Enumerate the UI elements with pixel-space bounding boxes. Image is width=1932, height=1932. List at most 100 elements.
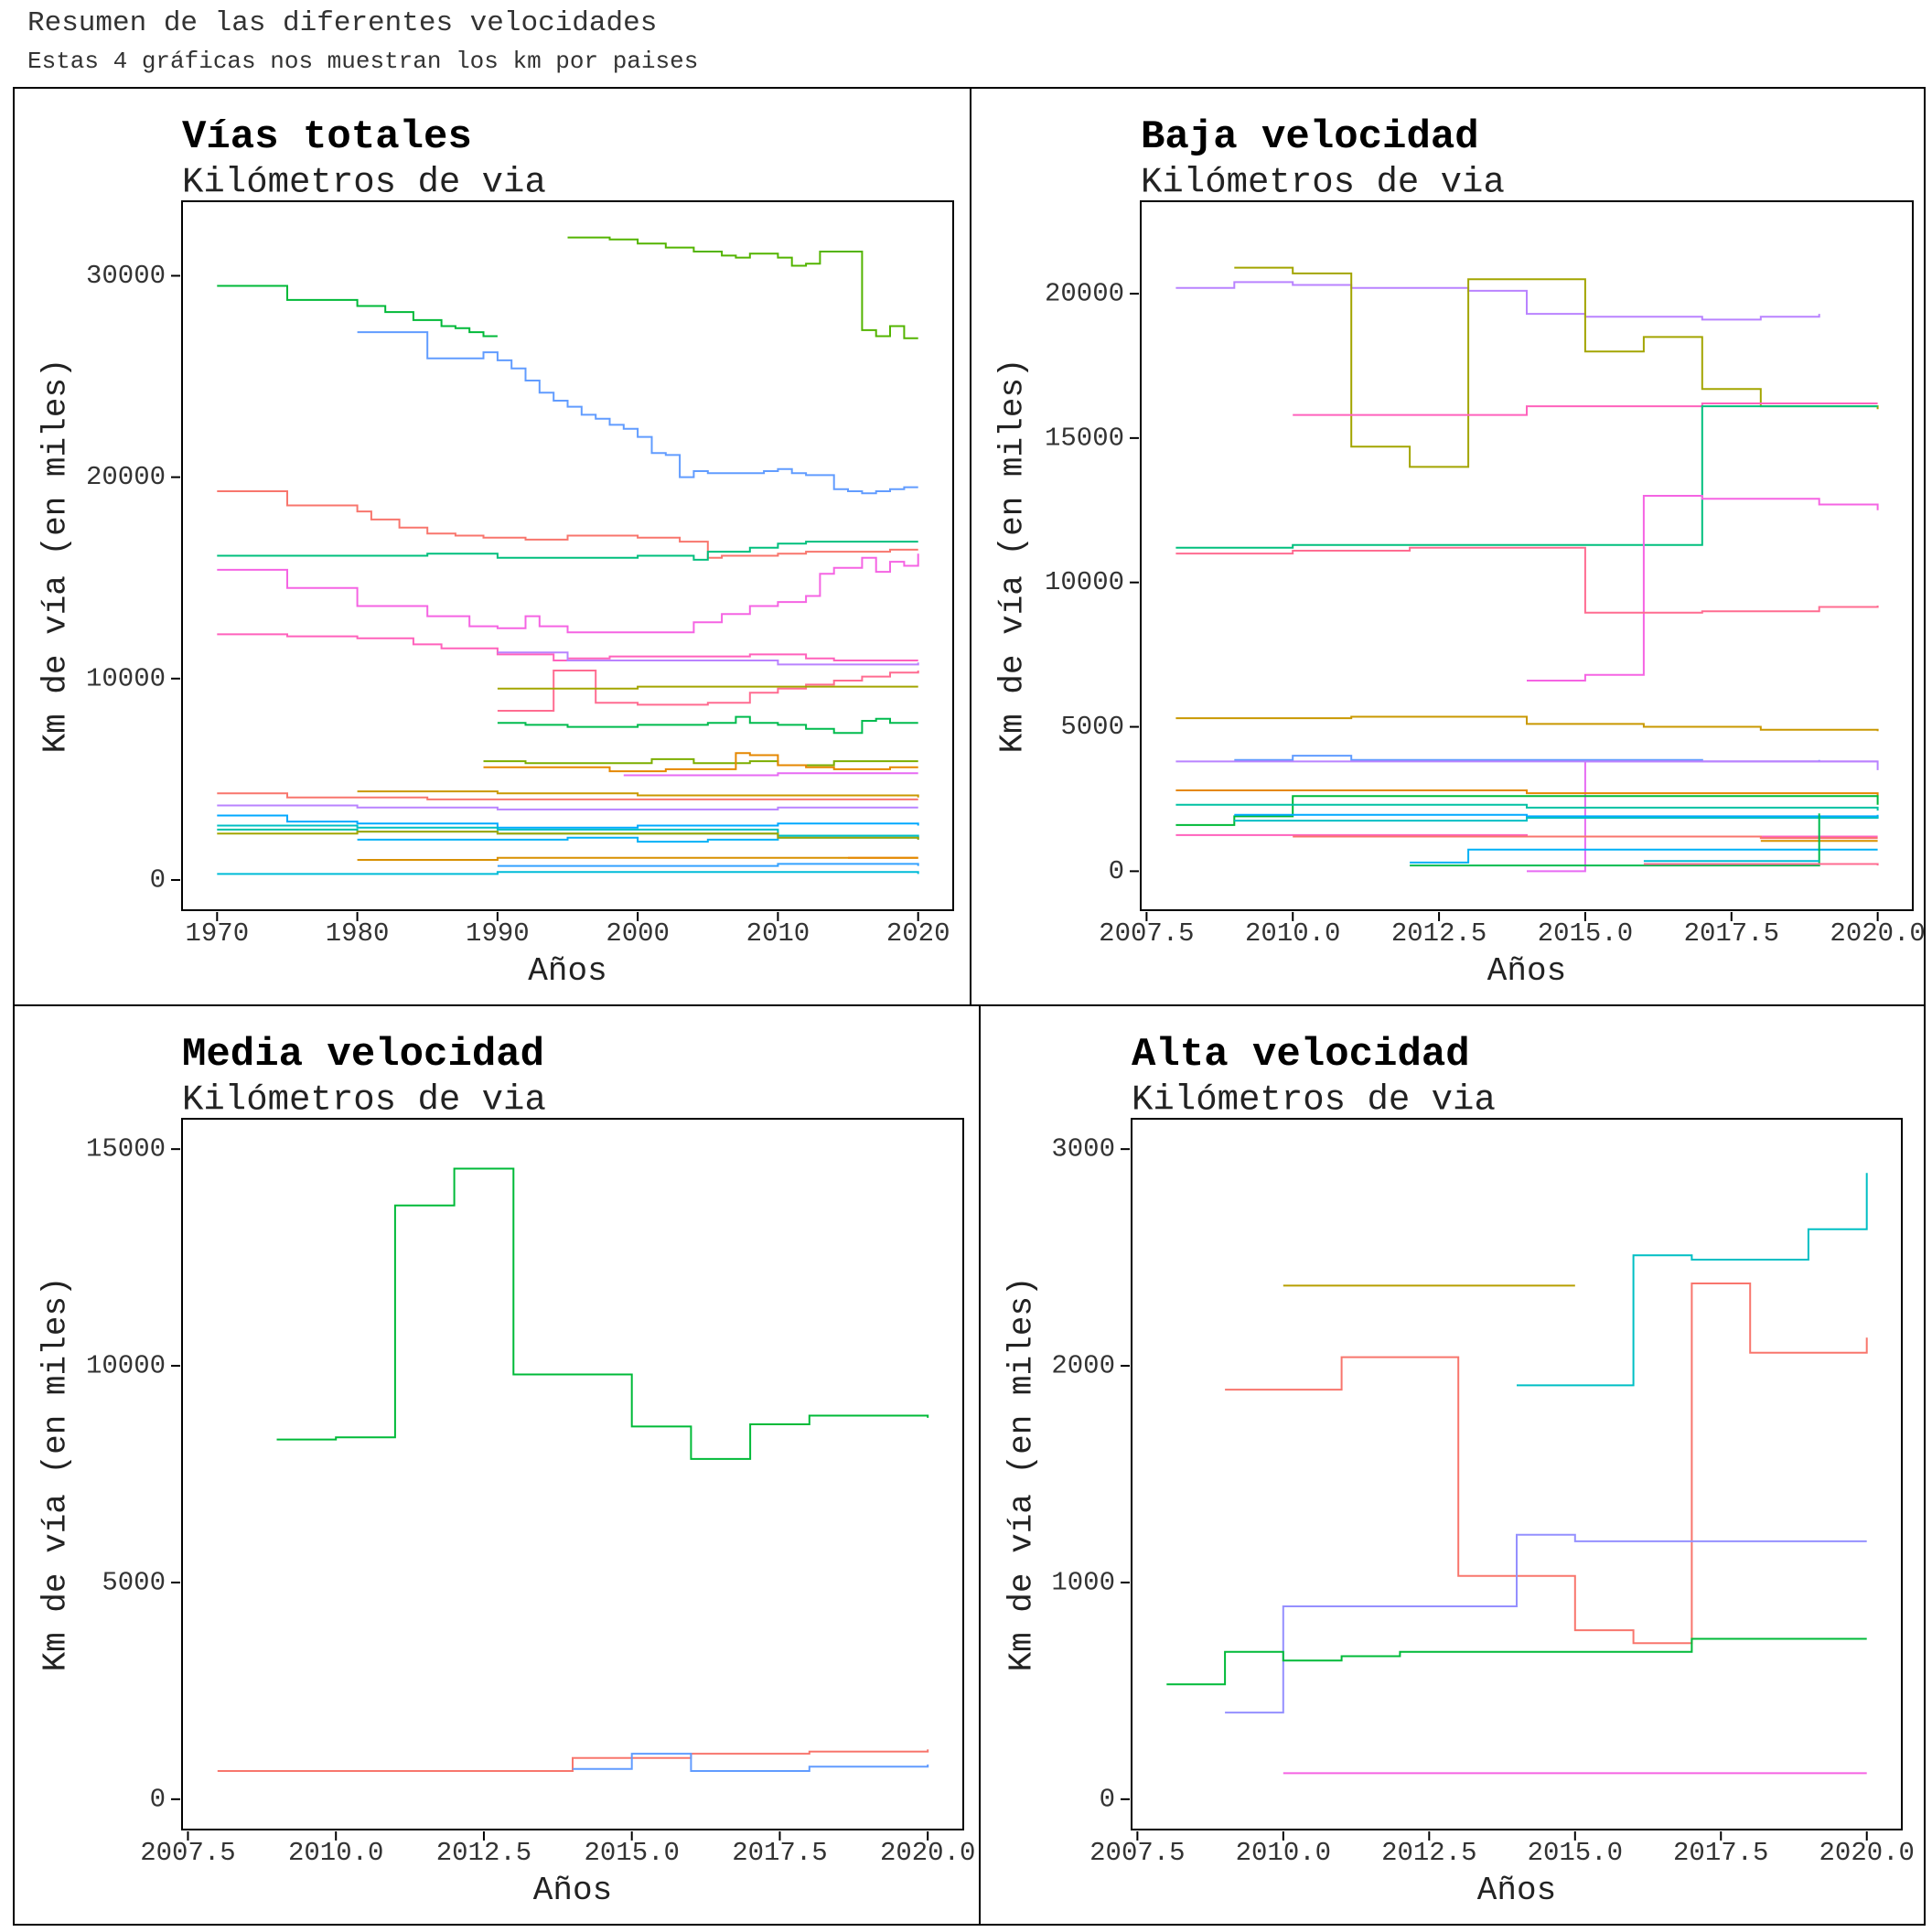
y-axis-title: Km de vía (en miles) xyxy=(38,358,75,753)
series-line-3 xyxy=(357,331,918,495)
series-line-1 xyxy=(567,236,918,339)
y-tick-label: 5000 xyxy=(102,1567,166,1597)
x-tick-label: 2017.5 xyxy=(1673,1838,1768,1868)
panel-title: Alta velocidad xyxy=(1132,1032,1470,1078)
plot-frame xyxy=(1131,1118,1903,1830)
x-tick-label: 1980 xyxy=(326,918,390,949)
figure-title: Resumen de las diferentes velocidades xyxy=(27,7,658,39)
panel-subtitle: Kilómetros de via xyxy=(182,163,546,203)
plot-frame xyxy=(181,1118,964,1830)
x-tick-label: 2020.0 xyxy=(880,1838,975,1868)
y-tick-label: 0 xyxy=(1100,1784,1115,1814)
x-tick-label: 2012.5 xyxy=(1391,918,1487,949)
series-line-3 xyxy=(1225,1283,1868,1645)
y-tick-label: 1000 xyxy=(1051,1567,1115,1597)
x-axis-title: Años xyxy=(1487,952,1566,990)
series-line-16 xyxy=(357,790,919,798)
x-tick-label: 2020 xyxy=(886,918,950,949)
series-line-11 xyxy=(1175,789,1879,797)
series-line-20 xyxy=(1410,813,1820,867)
panel-subtitle: Kilómetros de via xyxy=(1141,163,1505,203)
series-line-15 xyxy=(217,792,918,800)
series-line-10 xyxy=(1175,760,1879,770)
x-axis-title: Años xyxy=(528,952,606,990)
series-line-6 xyxy=(217,553,919,634)
series-line-11 xyxy=(497,715,918,735)
x-tick-label: 2017.5 xyxy=(732,1838,827,1868)
series-line-14 xyxy=(623,772,918,777)
y-tick-label: 0 xyxy=(1109,856,1124,886)
series-group xyxy=(1166,1173,1868,1775)
series-line-12 xyxy=(1175,795,1879,826)
x-tick-label: 2015.0 xyxy=(1528,1838,1623,1868)
figure-subtitle: Estas 4 gráficas nos muestran los km por… xyxy=(27,48,699,75)
x-tick-label: 1990 xyxy=(466,918,530,949)
panel-media-velocidad: Media velocidad Kilómetros de via 2007.5 20… xyxy=(13,1004,981,1926)
series-line-1 xyxy=(1175,281,1820,321)
panel-vias-totales: Vías totales Kilómetros de via 1970 1980 199… xyxy=(13,87,971,1006)
y-tick-label: 5000 xyxy=(1060,712,1124,742)
x-tick-label: 2010.0 xyxy=(1245,918,1340,949)
series-line-19 xyxy=(1410,848,1878,864)
series-line-9 xyxy=(497,670,919,712)
series-line-3 xyxy=(573,1753,929,1772)
series-line-20 xyxy=(217,824,919,838)
series-line-8 xyxy=(497,651,919,666)
y-tick-label: 2000 xyxy=(1051,1351,1115,1381)
series-line-25 xyxy=(217,871,919,875)
series-line-1 xyxy=(276,1167,929,1460)
y-tick-label: 0 xyxy=(150,864,166,895)
series-line-22 xyxy=(217,831,919,840)
x-tick-label: 2020.0 xyxy=(1830,918,1925,949)
y-tick-label: 10000 xyxy=(86,1351,166,1381)
x-tick-label: 2012.5 xyxy=(1381,1838,1476,1868)
x-axis-title: Años xyxy=(1477,1872,1556,1909)
panel-baja-velocidad: Baja velocidad Kilómetros de via 2007.5 201… xyxy=(970,87,1926,1006)
panel-subtitle: Kilómetros de via xyxy=(1132,1080,1496,1121)
x-tick-label: 2000 xyxy=(606,918,670,949)
series-line-2 xyxy=(1234,266,1879,468)
y-axis-title: Km de vía (en miles) xyxy=(38,1276,75,1671)
y-tick-label: 20000 xyxy=(86,462,166,492)
series-line-22 xyxy=(1643,863,1879,866)
panel-title: Vías totales xyxy=(182,114,472,160)
y-tick-label: 15000 xyxy=(1045,423,1124,453)
series-line-10 xyxy=(497,685,918,690)
x-tick-label: 2007.5 xyxy=(1089,1838,1185,1868)
series-line-7 xyxy=(1175,715,1879,732)
series-line-13 xyxy=(483,752,918,773)
x-tick-label: 1970 xyxy=(186,918,250,949)
series-line-1 xyxy=(1517,1173,1868,1387)
series-line-17 xyxy=(1293,835,1878,840)
series-line-18 xyxy=(217,804,918,810)
y-tick-label: 10000 xyxy=(86,663,166,693)
series-line-4 xyxy=(217,490,918,559)
x-tick-label: 2012.5 xyxy=(436,1838,531,1868)
y-axis-title: Km de vía (en miles) xyxy=(994,358,1032,753)
panel-subtitle: Kilómetros de via xyxy=(182,1080,546,1121)
series-line-7 xyxy=(217,633,918,661)
x-tick-label: 2010.0 xyxy=(288,1838,383,1868)
panel-alta-velocidad: Alta velocidad Kilómetros de via 2007.5 201… xyxy=(979,1004,1926,1926)
series-line-4 xyxy=(1175,405,1878,549)
x-tick-label: 2017.5 xyxy=(1684,918,1779,949)
x-tick-label: 2015.0 xyxy=(1538,918,1633,949)
series-line-3 xyxy=(1293,402,1878,416)
y-axis-title: Km de vía (en miles) xyxy=(1004,1276,1041,1671)
series-group xyxy=(217,236,919,875)
x-tick-label: 2007.5 xyxy=(1099,918,1194,949)
x-tick-label: 2015.0 xyxy=(584,1838,679,1868)
y-tick-label: 30000 xyxy=(86,261,166,291)
series-line-14 xyxy=(1234,813,1879,818)
y-tick-label: 10000 xyxy=(1045,567,1124,597)
x-tick-label: 2020.0 xyxy=(1819,1838,1915,1868)
series-line-5 xyxy=(1527,495,1879,682)
x-tick-label: 2010.0 xyxy=(1236,1838,1331,1868)
y-tick-label: 3000 xyxy=(1051,1134,1115,1165)
series-line-2 xyxy=(217,284,498,338)
series-line-13 xyxy=(1175,803,1879,811)
y-tick-label: 15000 xyxy=(86,1134,166,1165)
series-line-5 xyxy=(217,541,918,561)
